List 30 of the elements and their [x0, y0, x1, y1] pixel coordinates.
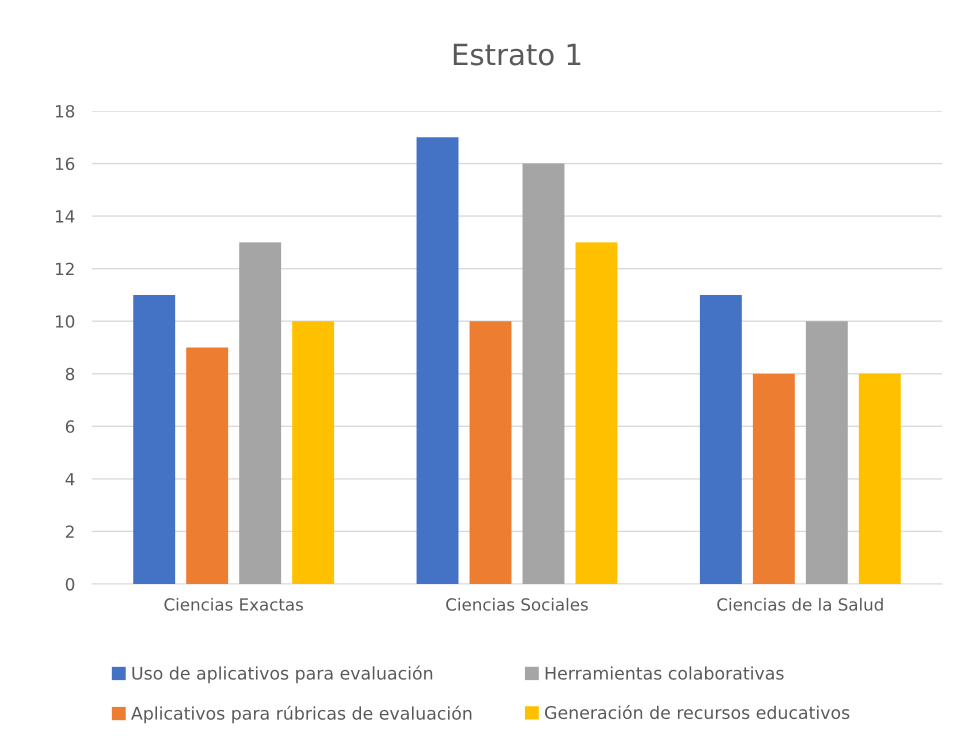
bar: [416, 137, 458, 584]
y-tick-label: 2: [66, 525, 74, 538]
x-tick-label: Ciencias Sociales: [446, 598, 588, 611]
y-tick-label: 10: [56, 315, 74, 328]
bar: [858, 374, 901, 584]
bar: [522, 164, 564, 584]
x-tick-label: Ciencias Exactas: [164, 598, 303, 611]
chart-title: Estrato 1: [454, 44, 580, 66]
y-tick-label: 14: [56, 210, 74, 222]
bar: [186, 348, 228, 584]
bar: [133, 294, 176, 584]
y-tick-label: 6: [66, 420, 74, 433]
bar: [470, 321, 512, 584]
bar: [700, 294, 742, 584]
bar: [292, 321, 334, 584]
bar: [752, 374, 795, 584]
y-tick-label: 16: [56, 158, 74, 170]
y-tick-label: 18: [56, 104, 74, 118]
x-tick-label: Ciencias de la Salud: [717, 598, 883, 611]
y-tick-label: 12: [56, 262, 74, 275]
bar: [239, 242, 282, 584]
y-tick-label: 0: [66, 578, 74, 591]
legend-label: Aplicativos para rúbricas de evaluación: [131, 706, 472, 724]
legend-label: Uso de aplicativos para evaluación: [132, 666, 432, 684]
bar: [576, 242, 618, 584]
legend-label: Generación de recursos educativos: [545, 704, 850, 720]
bar: [806, 321, 848, 584]
legend-label: Herramientas colaborativas: [546, 666, 784, 680]
y-tick-label: 4: [66, 473, 74, 486]
y-tick-label: 8: [66, 368, 74, 380]
